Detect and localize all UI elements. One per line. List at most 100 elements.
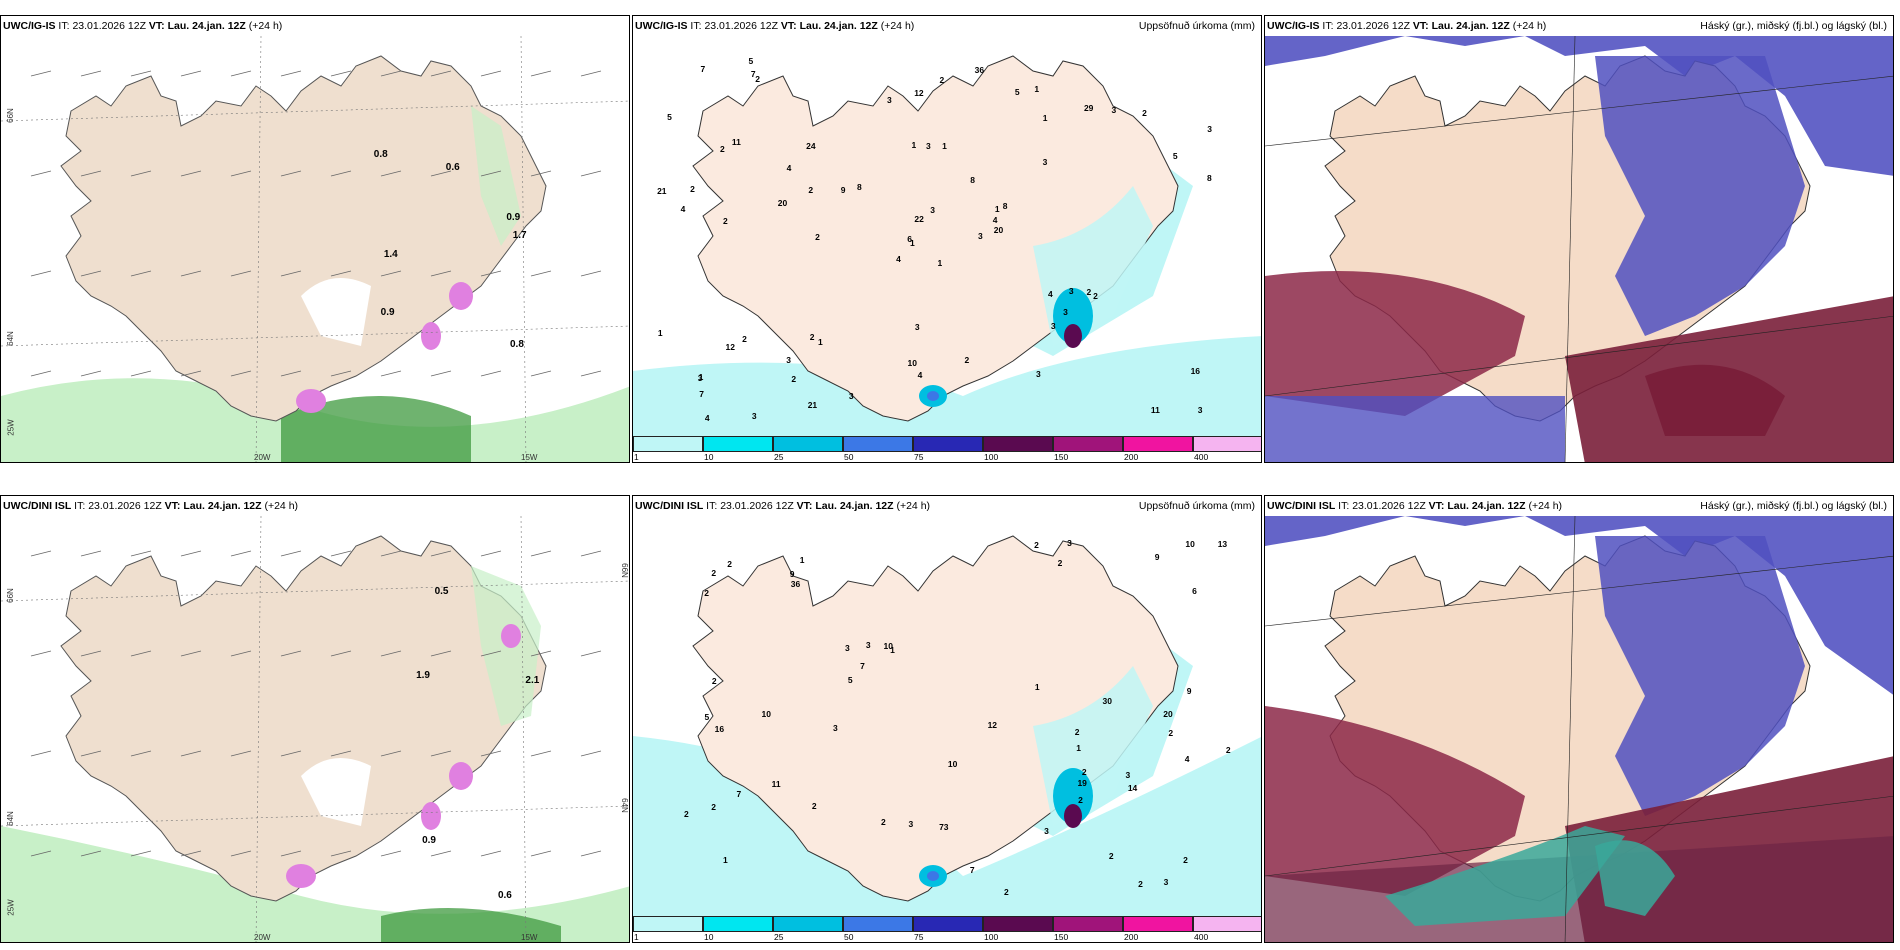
- map-value-label: 2: [1138, 879, 1143, 890]
- map-value-label: 2: [1034, 539, 1039, 550]
- map-value-label: 3: [1111, 105, 1117, 116]
- panel-header: UWC/IG-IS IT: 23.01.2026 12Z VT: Lau. 24…: [633, 16, 1261, 36]
- map-value-label: 12: [725, 341, 736, 352]
- colorbar-tick: 50: [844, 452, 854, 462]
- map-value-label: 3: [751, 410, 757, 421]
- map-value-label: 21: [807, 400, 818, 411]
- map-value-label: 2: [1078, 794, 1083, 805]
- map-value-label: 2: [719, 143, 725, 154]
- colorbar-swatch: [1053, 916, 1123, 932]
- colorbar-tick: 75: [914, 932, 924, 942]
- map-value-label: 1: [994, 203, 1000, 214]
- map-value-label: 2: [1081, 766, 1087, 777]
- map-value-label: 0.6: [445, 162, 460, 174]
- lat-label-64: 64N: [5, 331, 15, 346]
- map-value-label: 3: [1197, 405, 1203, 416]
- map-value-label: 1.4: [383, 249, 398, 261]
- map-value-label: 2: [711, 568, 717, 579]
- cloud-map: [1265, 16, 1894, 463]
- map-value-label: 9: [789, 568, 795, 579]
- map-value-label: 30: [1102, 695, 1113, 706]
- map-value-label: 2: [809, 331, 815, 342]
- colorbar-tick: 400: [1194, 452, 1209, 462]
- colorbar-swatch: [633, 916, 703, 932]
- panel-cloud-bottom: UWC/DINI ISL IT: 23.01.2026 12Z VT: Lau.…: [1264, 495, 1894, 943]
- map-value-label: 2: [811, 801, 817, 812]
- map-value-label: 7: [736, 788, 742, 799]
- map-value-label: 2: [683, 809, 689, 820]
- map-value-label: 2: [1093, 291, 1098, 302]
- map-value-label: 5: [748, 56, 754, 67]
- map-value-label: 11: [771, 778, 781, 789]
- map-value-label: 12: [914, 88, 924, 99]
- map-value-label: 3: [978, 231, 983, 242]
- colorbar-tick: 1: [634, 452, 639, 462]
- map-value-label: 11: [731, 136, 741, 147]
- map-value-label: 0.9: [506, 211, 521, 223]
- colorbar-tick: 10: [704, 932, 714, 942]
- map-value-label: 36: [974, 64, 985, 75]
- map-value-label: 2: [1004, 886, 1009, 897]
- map-value-label: 5: [1172, 151, 1178, 162]
- map-value-label: 3: [697, 373, 703, 384]
- map-value-label: 7: [860, 661, 865, 672]
- map-value-label: 2: [723, 215, 728, 226]
- map-value-label: 8: [970, 174, 976, 185]
- panel-wind-bottom: UWC/DINI ISL IT: 23.01.2026 12Z VT: Lau.…: [0, 495, 630, 943]
- map-value-label: 2: [704, 588, 709, 599]
- map-value-label: 7: [750, 69, 756, 80]
- panel-header: UWC/DINI ISL IT: 23.01.2026 12Z VT: Lau.…: [633, 496, 1261, 516]
- panel-variable-title: Uppsöfnuð úrkoma (mm): [1138, 500, 1255, 512]
- map-value-label: 4: [992, 214, 998, 225]
- map-value-label: 29: [1083, 103, 1094, 114]
- map-value-label: 3: [844, 642, 850, 653]
- map-value-label: 3: [886, 95, 892, 106]
- map-value-label: 2: [880, 817, 886, 828]
- panel-cloud-top: UWC/IG-IS IT: 23.01.2026 12Z VT: Lau. 24…: [1264, 15, 1894, 463]
- map-value-label: 1: [817, 337, 823, 348]
- panel-header: UWC/IG-IS IT: 23.01.2026 12Z VT: Lau. 24…: [1, 16, 629, 36]
- map-value-label: 20: [777, 197, 788, 208]
- map-value-label: 5: [704, 711, 710, 722]
- map-value-label: 3: [1063, 307, 1068, 318]
- colorbar-swatch: [633, 436, 703, 452]
- panel-precip-bottom: UWC/DINI ISL IT: 23.01.2026 12Z VT: Lau.…: [632, 495, 1262, 943]
- map-value-label: 2: [815, 231, 820, 242]
- lon-label-15: 15W: [521, 933, 538, 942]
- map-value-label: 1: [910, 238, 915, 249]
- lon-label-25: 25W: [6, 419, 16, 436]
- panel-header: UWC/IG-IS IT: 23.01.2026 12Z VT: Lau. 24…: [1265, 16, 1893, 36]
- map-value-label: 11: [1150, 404, 1160, 415]
- lat-label-right-64: 64N: [619, 798, 629, 813]
- colorbar-tick: 75: [914, 452, 924, 462]
- map-value-label: 3: [832, 723, 838, 734]
- map-value-label: 5: [1014, 87, 1020, 98]
- map-value-label: 10: [883, 640, 893, 651]
- map-value-label: 10: [1185, 539, 1195, 550]
- map-value-label: 2: [1074, 727, 1080, 738]
- map-value-label: 4: [786, 162, 792, 173]
- map-value-label: 3: [786, 354, 792, 365]
- map-value-label: 1: [799, 554, 805, 565]
- map-value-label: 3: [1207, 124, 1213, 135]
- map-value-label: 2: [727, 559, 732, 570]
- map-value-label: 2: [711, 802, 716, 813]
- map-value-label: 0.5: [434, 585, 449, 597]
- map-value-label: 1: [942, 140, 947, 151]
- map-value-label: 10: [947, 758, 958, 769]
- map-value-label: 3: [848, 390, 854, 401]
- panel-header: UWC/DINI ISL IT: 23.01.2026 12Z VT: Lau.…: [1, 496, 629, 516]
- map-value-label: 13: [1217, 538, 1228, 549]
- map-value-label: 3: [1035, 369, 1041, 380]
- map-value-label: 10: [761, 709, 771, 720]
- colorbar-swatch: [913, 436, 983, 452]
- colorbar-swatch: [773, 436, 843, 452]
- map-value-label: 2: [742, 334, 747, 345]
- map-value-label: 9: [1186, 685, 1192, 696]
- precip-colorbar: 1 10 25 50 75 100 150 200 400: [633, 916, 1261, 942]
- map-value-label: 3: [865, 640, 871, 651]
- colorbar-swatch: [983, 436, 1053, 452]
- wind-map: [1, 496, 630, 943]
- map-value-label: 5: [847, 675, 853, 686]
- map-value-label: 6: [907, 234, 912, 245]
